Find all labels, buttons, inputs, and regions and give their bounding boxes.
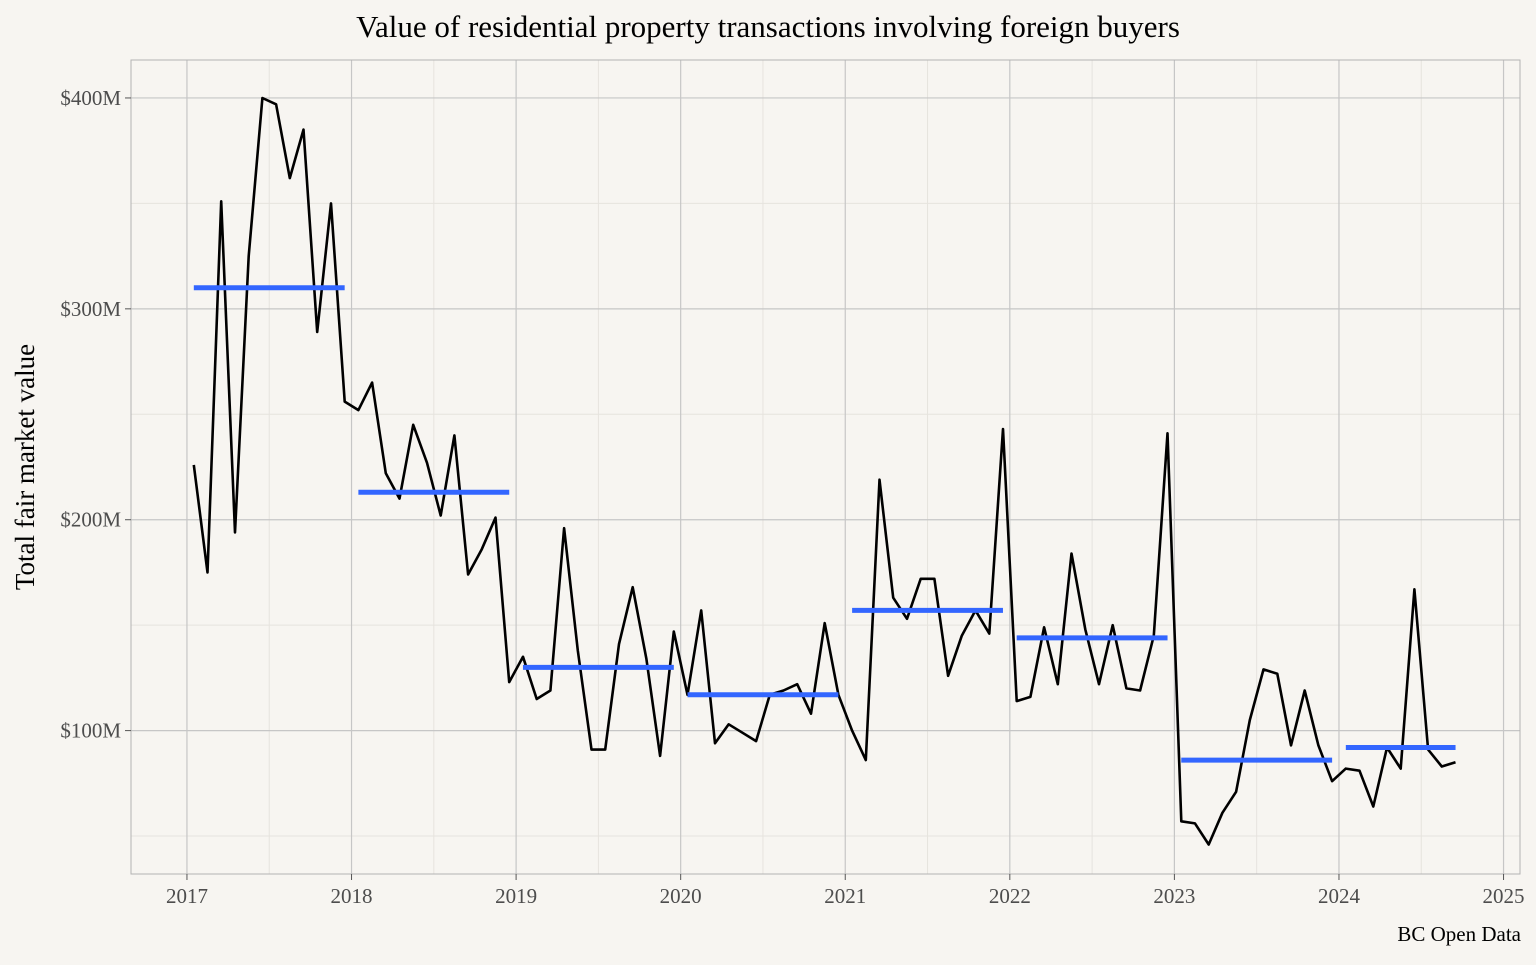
x-axis-ticks: 2017 2018 2019 2020 2021 2022 2023 2024 2025	[166, 874, 1525, 908]
series-layer	[192, 96, 1456, 846]
x-tick-label: 2022	[989, 884, 1031, 908]
chart-caption: BC Open Data	[1397, 922, 1521, 946]
monthly-value-line	[192, 96, 1456, 846]
plot-panel-border	[130, 59, 1521, 875]
y-axis-ticks: $100M $200M $300M $400M	[60, 86, 131, 743]
x-tick-label: 2017	[166, 884, 208, 908]
x-tick-label: 2023	[1153, 884, 1195, 908]
annual-mean-layer	[193, 285, 1456, 763]
x-tick-label: 2021	[824, 884, 866, 908]
x-tick-label: 2019	[495, 884, 537, 908]
x-tick-label: 2020	[660, 884, 702, 908]
chart-title: Value of residential property transactio…	[356, 9, 1180, 44]
x-tick-label: 2025	[1483, 884, 1525, 908]
y-axis-label: Total fair market value	[10, 344, 40, 590]
y-tick-label: $300M	[60, 297, 121, 321]
y-tick-label: $400M	[60, 86, 121, 110]
x-tick-label: 2018	[331, 884, 373, 908]
y-tick-label: $100M	[60, 719, 121, 743]
x-tick-label: 2024	[1318, 884, 1361, 908]
y-tick-label: $200M	[60, 508, 121, 532]
